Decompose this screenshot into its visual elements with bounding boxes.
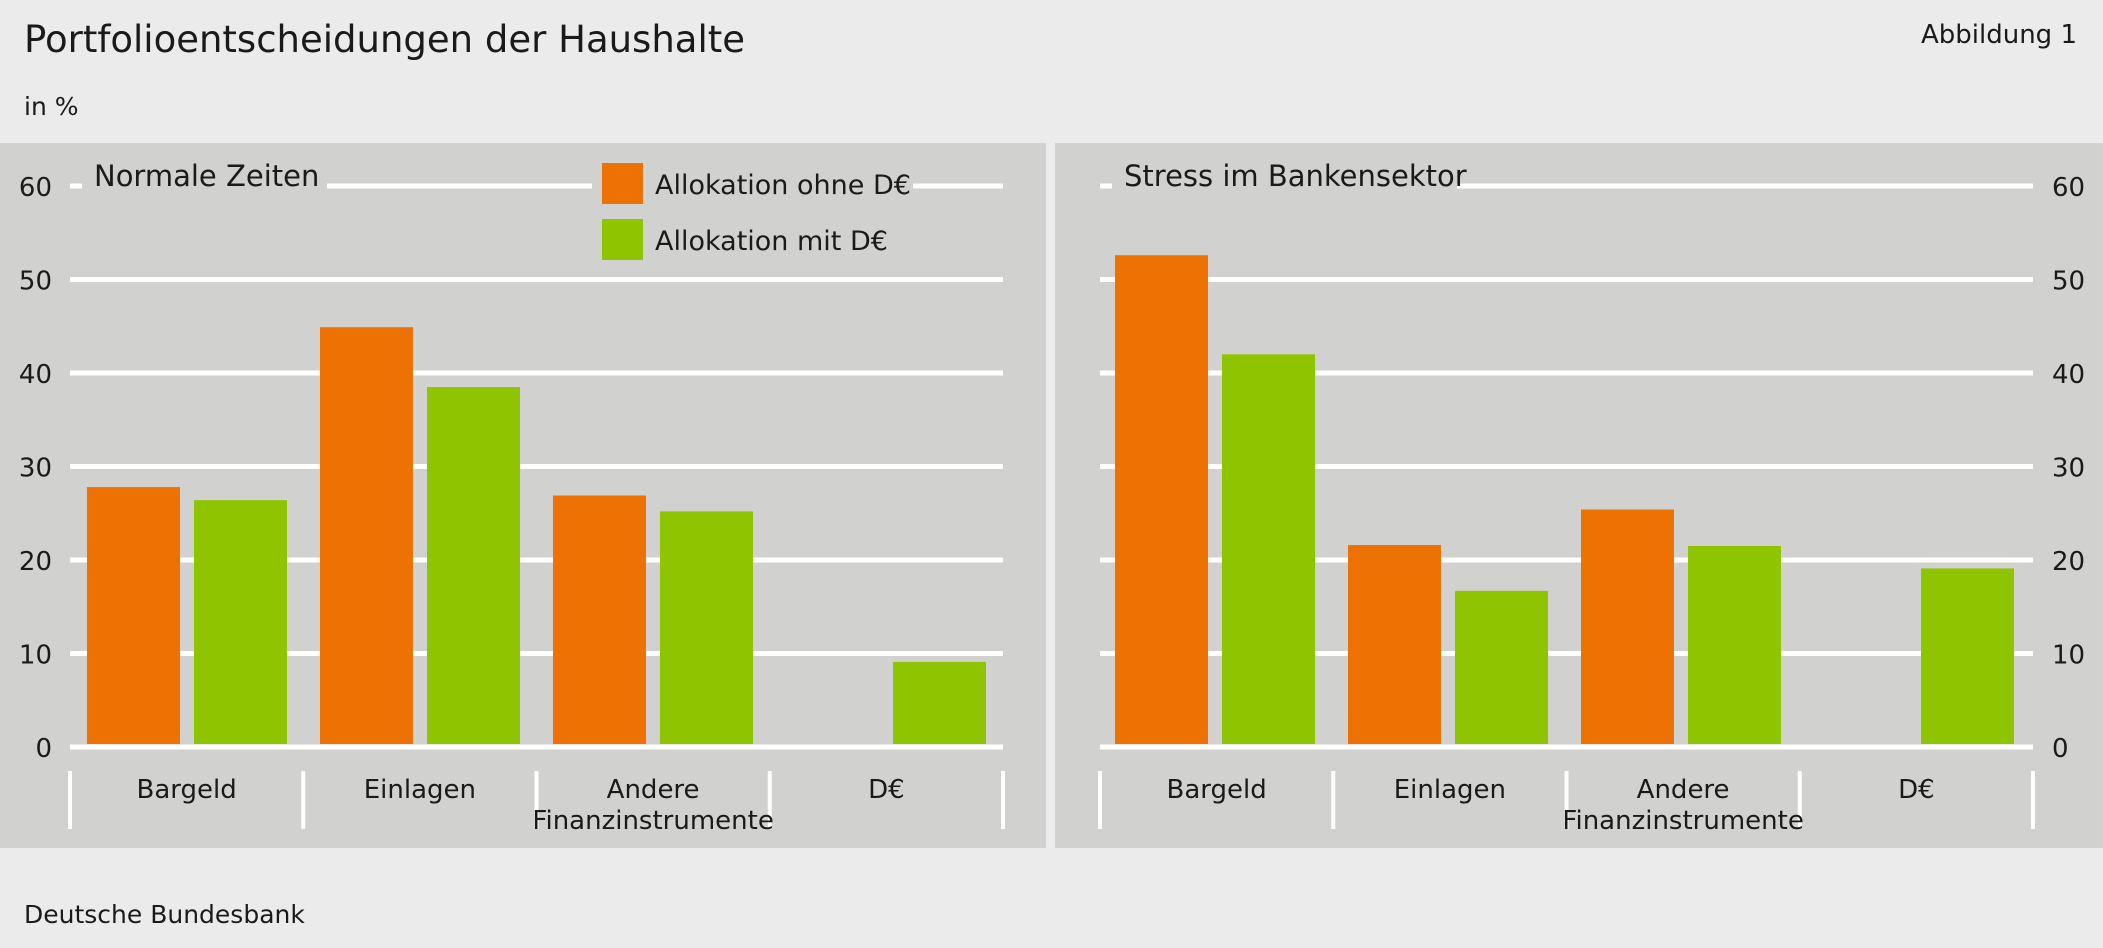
gridline <box>1100 277 2033 282</box>
gridline <box>1100 370 2033 376</box>
gridline <box>1100 651 2033 656</box>
gridline <box>70 277 1003 282</box>
unit-label: in % <box>24 92 79 121</box>
bar-mit <box>194 500 287 744</box>
y-tick-label: 0 <box>2052 734 2069 764</box>
x-category-label: Einlagen <box>1394 775 1506 805</box>
x-category-label: Bargeld <box>1167 775 1267 805</box>
chart-title: Portfolioentscheidungen der Haushalte <box>24 18 746 61</box>
y-tick-label: 30 <box>19 454 52 484</box>
bar-mit <box>893 661 986 744</box>
category-separator <box>1564 771 1569 829</box>
y-tick-label: 10 <box>19 641 52 671</box>
bar-mit <box>1921 568 2014 744</box>
panel-title: Normale Zeiten <box>94 159 319 193</box>
category-separator <box>1098 771 1102 829</box>
category-separator <box>767 771 772 829</box>
legend-label: Allokation mit D€ <box>655 226 888 257</box>
bar-ohne <box>1348 545 1441 744</box>
y-tick-label: 60 <box>19 173 52 203</box>
gridline <box>70 651 1003 656</box>
gridline <box>1100 464 2033 469</box>
bar-ohne <box>1115 255 1208 744</box>
bar-mit <box>660 511 753 744</box>
chart-panel-1: 0 10 20 30 40 50 60 Normale Zeiten Bargeld Einlag… <box>0 143 1046 848</box>
category-separator <box>534 771 539 829</box>
legend-swatch <box>602 163 643 204</box>
y-tick-label: 10 <box>2052 641 2085 671</box>
x-category-label: D€ <box>1898 775 1935 805</box>
x-category-label: D€ <box>868 775 905 805</box>
gridline <box>1100 557 2033 563</box>
category-separator <box>1001 771 1005 829</box>
y-tick-label: 0 <box>35 734 52 764</box>
figure-label: Abbildung 1 <box>1920 20 2077 50</box>
category-separator <box>2031 771 2035 829</box>
y-tick-label: 20 <box>19 547 52 577</box>
gridline <box>70 183 1003 189</box>
x-category-label: Finanzinstrumente <box>1562 806 1803 836</box>
gridline <box>70 744 1003 750</box>
category-separator <box>1331 771 1336 829</box>
chart-panel-2: 0 10 20 30 40 50 60 Stress im Bankensektor Barge… <box>1055 143 2103 848</box>
bar-ohne <box>553 495 646 744</box>
gridline <box>70 370 1003 376</box>
legend-label-background <box>653 167 913 201</box>
x-category-label: Andere <box>1637 775 1730 805</box>
bar-ohne <box>320 327 413 744</box>
legend-swatch <box>602 219 643 260</box>
gridline <box>1100 744 2033 750</box>
source-label: Deutsche Bundesbank <box>24 900 305 929</box>
y-tick-label: 30 <box>2052 454 2085 484</box>
x-category-label: Bargeld <box>137 775 237 805</box>
category-separator <box>301 771 306 829</box>
x-category-label: Einlagen <box>364 775 476 805</box>
legend-label-background <box>653 223 913 257</box>
x-category-label: Finanzinstrumente <box>532 806 773 836</box>
y-tick-label: 50 <box>2052 267 2085 297</box>
panel-title-background <box>82 160 327 200</box>
panel-title-background <box>1112 160 1457 200</box>
bar-mit <box>1455 590 1548 744</box>
panel-title: Stress im Bankensektor <box>1124 159 1467 193</box>
y-tick-label: 40 <box>19 360 52 390</box>
legend: Allokation ohne D€ Allokation mit D€ <box>592 163 913 270</box>
gridline <box>70 464 1003 469</box>
y-tick-label: 50 <box>19 267 52 297</box>
bar-mit <box>427 387 520 744</box>
gridline <box>1100 183 2033 189</box>
category-separator <box>68 771 72 829</box>
y-tick-label: 60 <box>2052 173 2085 203</box>
y-tick-label: 40 <box>2052 360 2085 390</box>
bar-ohne <box>87 487 180 744</box>
bar-mit <box>1222 354 1315 744</box>
bar-ohne <box>1581 509 1674 744</box>
bar-mit <box>1688 545 1781 744</box>
x-category-label: Andere <box>607 775 700 805</box>
legend-label: Allokation ohne D€ <box>655 170 911 201</box>
y-tick-label: 20 <box>2052 547 2085 577</box>
category-separator <box>1797 771 1802 829</box>
gridline <box>70 557 1003 563</box>
